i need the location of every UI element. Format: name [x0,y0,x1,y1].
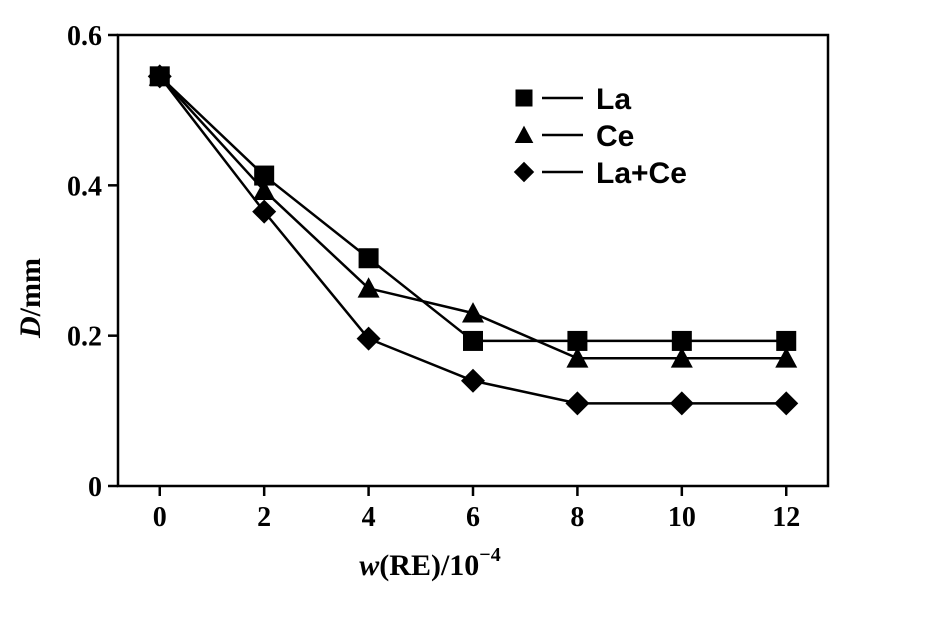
legend-marker [515,89,533,107]
x-tick-label: 6 [466,502,480,533]
legend-label: Ce [596,120,634,153]
x-axis-symbol: w [359,549,380,582]
legend-item: La [515,83,631,116]
series-ce [148,65,798,368]
x-tick-label: 10 [668,502,696,533]
data-point [147,64,172,89]
data-point [356,326,381,351]
data-point [669,391,694,416]
data-point [254,165,275,186]
series-group [147,64,799,416]
legend-marker [513,161,535,183]
x-axis-title: w(RE)/10−4 [359,544,500,582]
series-line [158,75,787,405]
axes-group: 0 2 4 6 8 10 12 0 0.2 0.4 0.6 [67,21,830,533]
data-point [252,199,277,224]
data-point [357,277,380,298]
x-tick-label: 8 [570,502,584,533]
y-axis-title: D/mm [14,258,47,339]
x-tick-label: 0 [153,502,167,533]
data-point [253,179,276,200]
x-tick-label: 4 [362,502,376,533]
y-tick-label: 0.6 [67,21,102,52]
legend-label: La [596,83,631,116]
x-axis-rest: (RE)/10 [379,549,479,582]
y-axis-symbol: D [14,316,47,339]
series-la-ce [147,64,799,416]
data-point [670,347,693,368]
plot-frame [116,33,830,488]
legend: La Ce La+Ce [513,83,687,190]
data-point [566,347,589,368]
data-point [567,330,588,351]
data-point [463,330,483,351]
data-point [774,391,799,416]
legend-item: Ce [514,120,634,153]
data-point [671,330,692,351]
data-point [776,330,797,351]
y-tick-label: 0.4 [67,171,102,202]
x-axis-exponent: −4 [479,544,500,566]
data-point [775,347,798,368]
legend-marker [514,125,534,143]
y-tick-label: 0.2 [67,322,102,353]
y-axis-unit: /mm [14,258,47,317]
data-point [565,391,590,416]
data-point [358,248,379,269]
data-point [461,368,485,393]
x-tick-label: 12 [772,502,800,533]
series-line [158,75,787,343]
legend-label: La+Ce [596,157,687,190]
data-point [462,302,484,323]
legend-item: La+Ce [513,157,687,190]
y-tick-label: 0 [88,472,102,503]
x-tick-label: 2 [257,502,271,533]
